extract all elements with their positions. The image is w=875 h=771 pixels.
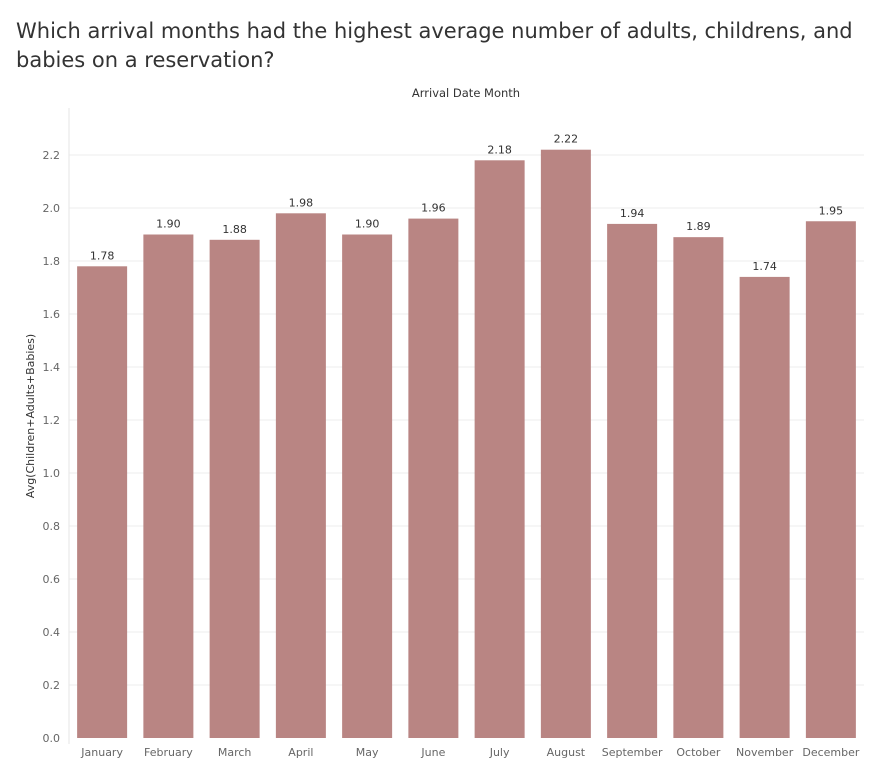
value-label: 1.88 <box>222 223 247 236</box>
x-tick-labels: January February March April May June July Augu… <box>80 746 860 759</box>
value-label: 1.90 <box>355 218 380 231</box>
x-tick-label: October <box>676 746 720 759</box>
y-tick-label: 1.2 <box>43 414 61 427</box>
bar <box>275 213 326 739</box>
y-tick-label: 2.0 <box>43 202 61 215</box>
y-axis-label: Avg(Children+Adults+Babies) <box>24 334 37 498</box>
bar <box>739 276 790 738</box>
value-label: 1.74 <box>752 260 777 273</box>
y-tick-label: 1.6 <box>43 308 61 321</box>
bar <box>209 239 260 739</box>
value-label: 2.22 <box>554 133 579 146</box>
bar <box>474 160 525 739</box>
column-header: Arrival Date Month <box>412 86 520 100</box>
y-tick-labels: 0.0 0.2 0.4 0.6 0.8 1.0 1.2 1.4 1.6 1.8 2.0 2.2 <box>43 149 61 745</box>
x-tick-label: April <box>288 746 313 759</box>
x-tick-label: March <box>218 746 252 759</box>
value-label: 1.98 <box>289 196 314 209</box>
x-tick-label: December <box>802 746 860 759</box>
value-label: 1.96 <box>421 202 446 215</box>
y-tick-label: 0.6 <box>43 573 61 586</box>
bar <box>408 218 459 739</box>
value-labels: 1.78 1.90 1.88 1.98 1.90 1.96 2.18 2.22 1.94 1.89… <box>90 133 843 273</box>
x-tick-label: May <box>356 746 379 759</box>
x-tick-label: January <box>80 746 123 759</box>
bar <box>805 221 856 738</box>
bar <box>540 149 591 738</box>
y-tick-label: 2.2 <box>43 149 61 162</box>
bars <box>77 149 856 739</box>
x-tick-label: February <box>144 746 193 759</box>
chart-title: Which arrival months had the highest ave… <box>16 19 853 72</box>
x-tick-label: July <box>489 746 510 759</box>
x-tick-label: September <box>602 746 663 759</box>
value-label: 1.94 <box>620 207 645 220</box>
bar <box>77 266 128 738</box>
value-label: 1.95 <box>819 204 844 217</box>
value-label: 1.78 <box>90 249 115 262</box>
value-label: 1.90 <box>156 218 181 231</box>
bar <box>673 237 724 738</box>
x-tick-label: November <box>736 746 794 759</box>
y-tick-label: 0.4 <box>43 626 61 639</box>
x-tick-label: June <box>420 746 445 759</box>
y-tick-label: 0.8 <box>43 520 61 533</box>
y-tick-label: 1.4 <box>43 361 61 374</box>
bar <box>342 234 393 738</box>
x-tick-label: August <box>547 746 586 759</box>
y-tick-label: 1.8 <box>43 255 61 268</box>
value-label: 1.89 <box>686 220 711 233</box>
value-label: 2.18 <box>487 143 512 156</box>
gridlines <box>69 154 864 686</box>
y-tick-label: 1.0 <box>43 467 61 480</box>
bar <box>607 223 658 738</box>
y-tick-label: 0.2 <box>43 679 61 692</box>
bar <box>143 234 194 738</box>
y-tick-label: 0.0 <box>43 732 61 745</box>
